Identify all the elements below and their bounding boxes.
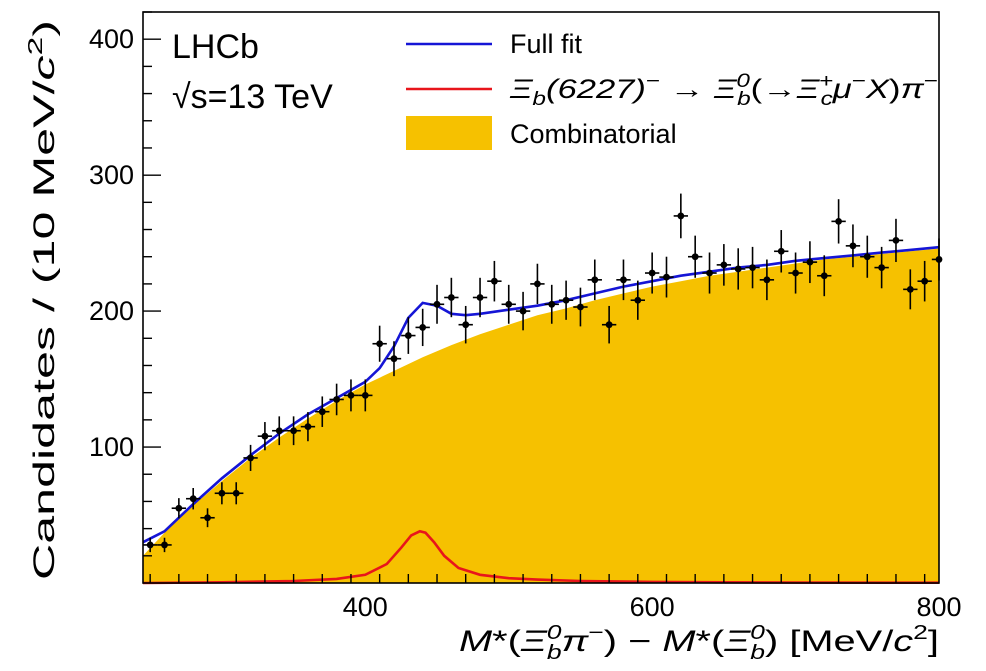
- data-marker: [276, 427, 283, 434]
- data-marker: [778, 248, 785, 255]
- y-tick-label: 400: [89, 24, 134, 54]
- y-tick-label: 100: [89, 432, 134, 462]
- data-marker: [850, 242, 857, 249]
- data-marker: [548, 301, 555, 308]
- data-marker: [706, 270, 713, 277]
- data-marker: [305, 423, 312, 430]
- legend-label-full-fit: Full fit: [510, 29, 583, 59]
- data-marker: [534, 281, 541, 288]
- data-marker: [175, 505, 182, 512]
- data-marker: [735, 266, 742, 273]
- y-tick-label: 300: [89, 160, 134, 190]
- data-marker: [161, 542, 168, 549]
- x-axis-label: M *(Ξ 0 b π −) − M *(Ξ 0 b) [MeV/c 2]: [459, 622, 939, 664]
- data-marker: [391, 355, 398, 362]
- data-marker: [520, 308, 527, 315]
- data-marker: [677, 213, 684, 220]
- x-tick-label: 600: [630, 592, 675, 622]
- energy-label: √s=13 TeV: [172, 78, 333, 116]
- data-marker: [692, 253, 699, 260]
- data-marker: [491, 278, 498, 285]
- data-marker: [319, 408, 326, 415]
- legend-label-combinatorial: Combinatorial: [510, 119, 677, 149]
- data-marker: [333, 396, 340, 403]
- data-marker: [893, 237, 900, 244]
- data-marker: [348, 392, 355, 399]
- data-marker: [620, 276, 627, 283]
- lhcb-label: LHCb: [172, 28, 259, 66]
- data-marker: [290, 427, 297, 434]
- data-marker: [147, 542, 154, 549]
- data-marker: [907, 286, 914, 293]
- data-marker: [634, 297, 641, 304]
- data-marker: [749, 264, 756, 271]
- legend-swatch-combinatorial: [406, 116, 492, 150]
- y-tick-label: 200: [89, 296, 134, 326]
- data-marker: [878, 264, 885, 271]
- data-marker: [763, 276, 770, 283]
- data-marker: [262, 433, 269, 440]
- data-marker: [720, 261, 727, 268]
- data-marker: [835, 218, 842, 225]
- data-marker: [864, 253, 871, 260]
- data-marker: [663, 274, 670, 281]
- data-marker: [448, 294, 455, 301]
- x-tick-label: 400: [343, 592, 388, 622]
- data-marker: [376, 340, 383, 347]
- data-marker: [419, 324, 426, 331]
- data-marker: [190, 495, 197, 502]
- data-marker: [477, 294, 484, 301]
- data-marker: [405, 332, 412, 339]
- data-marker: [577, 304, 584, 311]
- data-marker: [591, 276, 598, 283]
- x-tick-label: 800: [916, 592, 961, 622]
- data-marker: [792, 270, 799, 277]
- data-marker: [821, 272, 828, 279]
- data-marker: [218, 490, 225, 497]
- data-marker: [233, 490, 240, 497]
- data-marker: [204, 514, 211, 521]
- data-marker: [606, 321, 613, 328]
- data-marker: [505, 301, 512, 308]
- data-marker: [462, 321, 469, 328]
- data-marker: [563, 297, 570, 304]
- data-marker: [362, 392, 369, 399]
- data-marker: [921, 278, 928, 285]
- y-axis-label: Candidates / (10 MeV/c2): [25, 20, 61, 580]
- data-marker: [649, 270, 656, 277]
- data-marker: [807, 259, 814, 266]
- data-marker: [434, 301, 441, 308]
- data-marker: [247, 455, 254, 462]
